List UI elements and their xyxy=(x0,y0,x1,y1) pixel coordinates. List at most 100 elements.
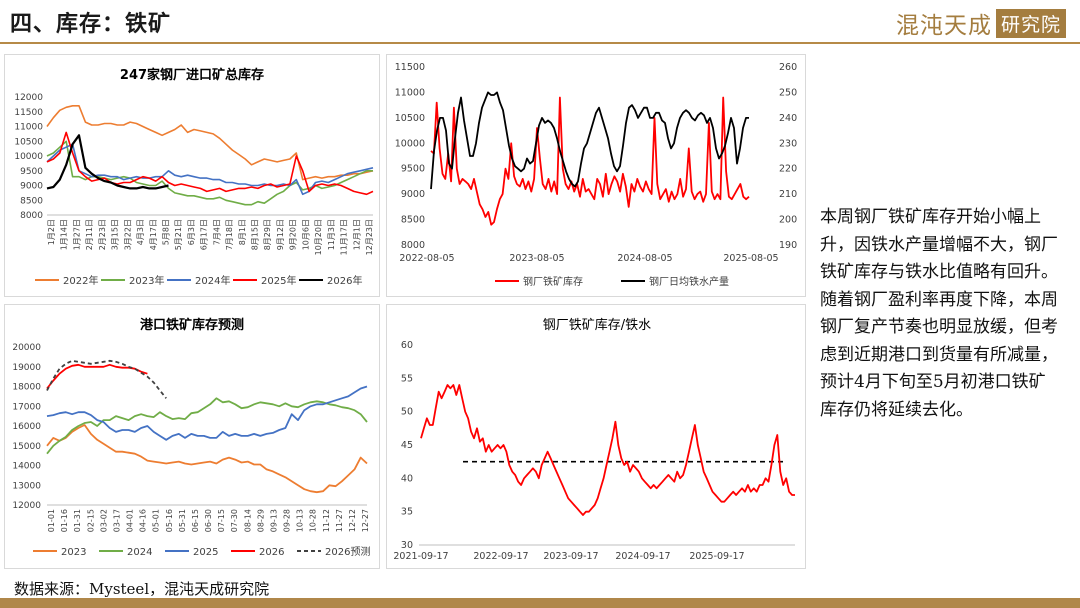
y-tick-label: 17000 xyxy=(12,402,41,412)
y-left-tick-label: 8500 xyxy=(401,215,425,226)
x-tick-label: 2023-08-05 xyxy=(509,253,564,264)
x-tick-label: 2月11日 xyxy=(85,219,94,250)
x-tick-label: 8月29日 xyxy=(263,219,272,250)
legend-label-1: 钢厂日均铁水产量 xyxy=(649,275,729,288)
series-line-0 xyxy=(46,104,374,181)
y-tick-label: 12000 xyxy=(12,501,41,511)
x-tick-label: 10-13 xyxy=(296,509,305,532)
y-tick-label: 8500 xyxy=(20,196,43,206)
y-tick-label: 13000 xyxy=(12,481,41,491)
x-tick-label: 11月3日 xyxy=(327,219,336,250)
y-tick-label: 55 xyxy=(401,373,413,384)
x-tick-label: 2023-09-17 xyxy=(543,551,598,562)
legend-label-0: 2022年 xyxy=(63,274,98,287)
x-tick-label: 9月12日 xyxy=(276,219,285,250)
legend-label-3: 2025年 xyxy=(261,274,296,287)
y-tick-label: 9500 xyxy=(20,167,43,177)
y-tick-label: 18000 xyxy=(12,383,41,393)
y-tick-label: 19000 xyxy=(12,363,41,373)
legend-label-2: 2024年 xyxy=(195,274,230,287)
y-tick-label: 11000 xyxy=(14,123,43,133)
y-left-tick-label: 10000 xyxy=(395,138,425,149)
x-tick-label: 01-01 xyxy=(47,509,56,532)
y-right-tick-label: 210 xyxy=(779,189,797,200)
x-tick-label: 11月17日 xyxy=(340,219,349,255)
x-tick-label: 08-14 xyxy=(243,509,252,532)
y-tick-label: 45 xyxy=(401,440,413,451)
x-tick-label: 04-16 xyxy=(139,509,148,532)
y-left-tick-label: 11000 xyxy=(395,87,425,98)
x-tick-label: 12月1日 xyxy=(352,219,361,250)
brand-logo: 混沌天成 研究院 xyxy=(896,6,1066,40)
x-tick-label: 11-12 xyxy=(322,509,331,532)
chart-title: 247家钢厂进口矿总库存 xyxy=(120,67,264,83)
y-tick-label: 12000 xyxy=(14,93,43,103)
legend-label-3: 2026 xyxy=(259,547,284,558)
y-left-tick-label: 11500 xyxy=(395,62,425,73)
y-tick-label: 35 xyxy=(401,507,413,518)
x-tick-label: 1月27日 xyxy=(72,219,81,250)
y-right-tick-label: 260 xyxy=(779,62,797,73)
series-line-ratio xyxy=(420,384,795,516)
legend-label-4: 2026年 xyxy=(327,274,362,287)
x-tick-label: 2025-08-05 xyxy=(723,253,778,264)
x-tick-label: 10月6日 xyxy=(301,219,310,250)
x-tick-label: 01-16 xyxy=(60,509,69,532)
x-tick-label: 8月1日 xyxy=(238,219,247,245)
legend-label-1: 2023年 xyxy=(129,274,164,287)
x-tick-label: 4月17日 xyxy=(149,219,158,250)
x-tick-label: 05-01 xyxy=(152,509,161,532)
y-right-tick-label: 230 xyxy=(779,138,797,149)
x-tick-label: 03-17 xyxy=(112,509,121,532)
chart-panel-inventory-ratio: 钢厂铁矿库存/铁水 30 35 40 45 50 55 60 2021-09-17 2022-09… xyxy=(386,304,806,569)
x-tick-label: 11-27 xyxy=(335,509,344,532)
y-tick-label: 15000 xyxy=(12,442,41,452)
x-tick-label: 07-15 xyxy=(217,509,226,532)
x-tick-label: 3月15日 xyxy=(111,219,120,250)
x-tick-label: 06-15 xyxy=(191,509,200,532)
x-tick-label: 12月23日 xyxy=(365,219,374,255)
x-tick-label: 2月23日 xyxy=(98,219,107,250)
x-tick-label: 2021-09-17 xyxy=(393,551,448,562)
x-tick-label: 09-28 xyxy=(283,509,292,532)
x-tick-label: 07-30 xyxy=(230,509,239,532)
logo-box: 研究院 xyxy=(995,8,1066,38)
x-tick-label: 1月14日 xyxy=(60,219,69,250)
x-tick-label: 08-29 xyxy=(256,509,265,532)
series-line-2 xyxy=(46,143,374,196)
legend-label-2: 2025 xyxy=(193,547,218,558)
series-line-1 xyxy=(46,397,368,455)
data-source: 数据来源：Mysteel，混沌天成研究院 xyxy=(14,580,270,598)
series-line-3 xyxy=(46,363,148,390)
series-line-inventory xyxy=(430,96,750,226)
x-tick-label: 6月17日 xyxy=(200,219,209,250)
y-right-tick-label: 190 xyxy=(779,240,797,251)
chart-panel-steel-mill-inventory: 247家钢厂进口矿总库存 8000 8500 9000 9500 10000 10500 11… xyxy=(4,54,380,297)
x-tick-label: 03-02 xyxy=(99,509,108,532)
x-tick-label: 06-30 xyxy=(204,509,213,532)
x-tick-label: 1月2日 xyxy=(47,219,56,245)
x-tick-label: 10-28 xyxy=(309,509,318,532)
y-tick-label: 10500 xyxy=(14,137,43,147)
x-tick-label: 7月18日 xyxy=(225,219,234,250)
y-tick-label: 40 xyxy=(401,473,413,484)
y-tick-label: 9000 xyxy=(20,182,43,192)
x-tick-label: 6月3日 xyxy=(187,219,196,245)
y-tick-label: 30 xyxy=(401,540,413,551)
x-tick-label: 3月22日 xyxy=(123,219,132,250)
x-tick-label: 7月4日 xyxy=(212,219,221,245)
footer-bar xyxy=(0,598,1080,608)
y-left-tick-label: 9500 xyxy=(401,164,425,175)
series-line-0 xyxy=(46,424,368,494)
y-right-tick-label: 220 xyxy=(779,164,797,175)
chart-title: 钢厂铁矿库存/铁水 xyxy=(543,317,651,333)
x-tick-label: 5月8日 xyxy=(161,219,170,245)
y-tick-label: 8000 xyxy=(20,211,43,221)
x-tick-label: 09-13 xyxy=(269,509,278,532)
x-tick-label: 10月20日 xyxy=(314,219,323,255)
steel-mill-inventory-chart: 247家钢厂进口矿总库存 8000 8500 9000 9500 10000 10500 11… xyxy=(14,67,374,287)
y-tick-label: 11500 xyxy=(14,108,43,118)
logo-text: 混沌天成 xyxy=(895,13,992,39)
y-tick-label: 16000 xyxy=(12,422,41,432)
chart-panel-inventory-vs-hot-metal: 8000 8500 9000 9500 10000 10500 11000 11500 190 2… xyxy=(386,54,806,297)
